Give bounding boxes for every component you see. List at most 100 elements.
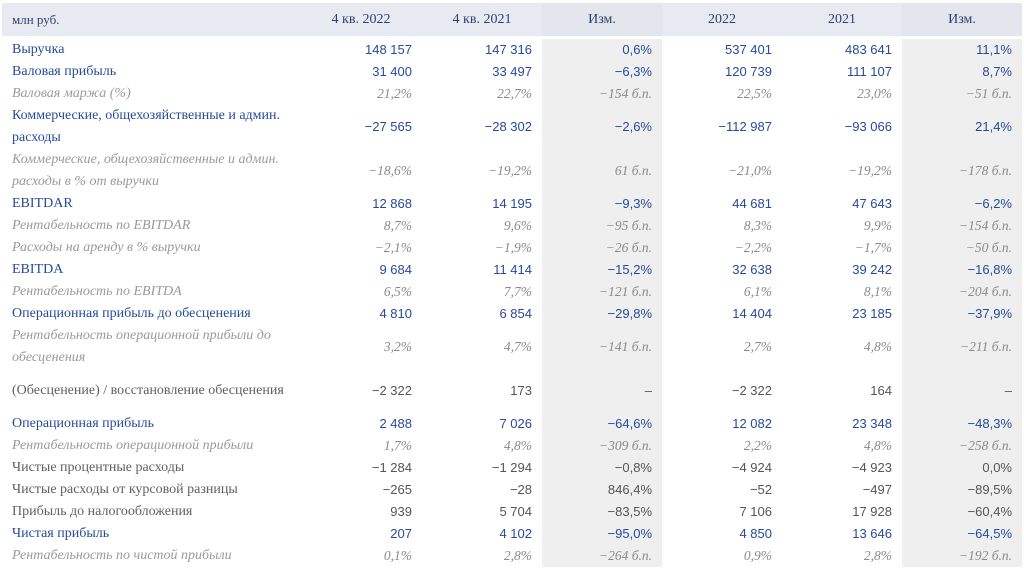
cell-y-change: −48,3% (902, 413, 1022, 435)
row-label: EBITDAR (12, 196, 73, 211)
cell-q4-2021: 6 854 (499, 306, 532, 321)
table-row: Валовая прибыль 31 400 33 497 −6,3% 120 739 1… (2, 61, 1022, 83)
header-y-change: Изм. (902, 3, 1022, 39)
cell-fy-2021: −497 (862, 482, 892, 497)
cell-fy-2022: −2,2% (734, 240, 772, 255)
cell-q-change: −64,6% (542, 413, 662, 435)
cell-fy-2022: 2,7% (743, 339, 772, 354)
row-label: Чистые процентные расходы (12, 460, 185, 475)
cell-q-change: −29,8% (542, 303, 662, 325)
row-label: Рентабельность по чистой прибыли (12, 548, 232, 563)
cell-q4-2021: 147 316 (485, 42, 532, 57)
cell-fy-2022: −52 (749, 482, 772, 497)
table-row: Рентабельность по EBITDA 6,5% 7,7% −121 б.п… (2, 281, 1022, 303)
cell-fy-2021: 23,0% (857, 86, 892, 101)
cell-q-change: −121 б.п. (542, 281, 662, 303)
cell-fy-2022: −21,0% (728, 163, 772, 178)
cell-q-change: −95,0% (542, 523, 662, 545)
cell-q-change: −2,6% (542, 105, 662, 149)
cell-fy-2021: 164 (870, 383, 892, 398)
cell-q4-2021: 22,7% (497, 86, 532, 101)
table-row: Рентабельность по чистой прибыли 0,1% 2,8%… (2, 545, 1022, 567)
cell-q-change: −141 б.п. (542, 325, 662, 369)
cell-fy-2022: 8,3% (743, 218, 772, 233)
table-body: Выручка 148 157 147 316 0,6% 537 401 483 641 1… (2, 37, 1022, 567)
cell-y-change: −211 б.п. (902, 325, 1022, 369)
table-row: Операционная прибыль 2 488 7 026 −64,6% 12 0… (2, 413, 1022, 435)
table-row: Рентабельность по EBITDAR 8,7% 9,6% −95 б.п… (2, 215, 1022, 237)
cell-y-change: 11,1% (902, 37, 1022, 61)
row-label: (Обесценение) / восстановление обесценен… (12, 383, 284, 398)
cell-q-change: −0,8% (542, 457, 662, 479)
table-row: Валовая маржа (%) 21,2% 22,7% −154 б.п. 22,5… (2, 83, 1022, 105)
cell-y-change: −178 б.п. (902, 149, 1022, 193)
cell-fy-2022: −112 987 (718, 119, 772, 134)
cell-q4-2022: −18,6% (368, 163, 412, 178)
cell-q4-2022: 2 488 (379, 416, 412, 431)
row-label: Коммерческие, общехозяйственные и админ.… (12, 152, 279, 189)
cell-fy-2022: 4 850 (739, 526, 772, 541)
cell-q-change: −83,5% (542, 501, 662, 523)
cell-q4-2021: 173 (510, 383, 532, 398)
cell-q4-2022: 4 810 (379, 306, 412, 321)
cell-q4-2021: −1,9% (494, 240, 532, 255)
table-row: Расходы на аренду в % выручки −2,1% −1,9% −… (2, 237, 1022, 259)
cell-q-change: – (542, 369, 662, 413)
table-row: Прибыль до налогообложения 939 5 704 −83,5%… (2, 501, 1022, 523)
cell-q4-2021: 4 102 (499, 526, 532, 541)
cell-q4-2021: −28 (509, 482, 532, 497)
cell-fy-2021: −1,7% (854, 240, 892, 255)
cell-q4-2022: 0,1% (383, 548, 412, 563)
cell-q4-2021: 2,8% (503, 548, 532, 563)
table-row: EBITDAR 12 868 14 195 −9,3% 44 681 47 643 −6,2… (2, 193, 1022, 215)
header-2022: 2022 (662, 3, 782, 39)
table-row: Выручка 148 157 147 316 0,6% 537 401 483 641 1… (2, 37, 1022, 61)
cell-fy-2022: 2,2% (743, 438, 772, 453)
table-row: Рентабельность операционной прибыли 1,7% 4… (2, 435, 1022, 457)
cell-q-change: 0,6% (542, 37, 662, 61)
row-label: Валовая маржа (%) (12, 86, 131, 101)
row-label: Выручка (12, 42, 65, 57)
table-row: Коммерческие, общехозяйственные и админ.… (2, 105, 1022, 149)
row-label: Операционная прибыль (12, 416, 155, 431)
financial-results-table: млн руб. 4 кв. 2022 4 кв. 2021 Изм. 2022… (2, 3, 1022, 567)
cell-q4-2022: 9 684 (379, 262, 412, 277)
row-label: Рентабельность по EBITDAR (12, 218, 191, 233)
cell-y-change: −6,2% (902, 193, 1022, 215)
row-label: Чистые расходы от курсовой разницы (12, 482, 238, 497)
cell-fy-2021: −19,2% (848, 163, 892, 178)
cell-fy-2021: −93 066 (844, 119, 892, 134)
cell-q4-2022: 12 868 (372, 196, 412, 211)
cell-q4-2022: 6,5% (383, 284, 412, 299)
cell-y-change: −51 б.п. (902, 83, 1022, 105)
row-label: Чистая прибыль (12, 526, 110, 541)
cell-q-change: −154 б.п. (542, 83, 662, 105)
cell-fy-2021: 4,8% (863, 339, 892, 354)
header-2021: 2021 (782, 3, 902, 39)
cell-q4-2021: −19,2% (488, 163, 532, 178)
cell-q4-2022: 1,7% (383, 438, 412, 453)
cell-q4-2022: −265 (382, 482, 412, 497)
cell-q-change: 846,4% (542, 479, 662, 501)
row-label: EBITDA (12, 262, 64, 277)
table-row: Операционная прибыль до обесценения 4 810… (2, 303, 1022, 325)
cell-q4-2022: 21,2% (377, 86, 412, 101)
cell-fy-2022: 0,9% (743, 548, 772, 563)
table-row: (Обесценение) / восстановление обесценен… (2, 369, 1022, 413)
cell-q4-2021: 5 704 (499, 504, 532, 519)
cell-y-change: −16,8% (902, 259, 1022, 281)
table-row: Коммерческие, общехозяйственные и админ.… (2, 149, 1022, 193)
cell-fy-2021: 9,9% (863, 218, 892, 233)
cell-fy-2022: 6,1% (743, 284, 772, 299)
cell-fy-2021: 23 185 (852, 306, 892, 321)
cell-y-change: 0,0% (902, 457, 1022, 479)
cell-fy-2022: 537 401 (725, 42, 772, 57)
cell-fy-2021: 17 928 (852, 504, 892, 519)
header-q4-2021: 4 кв. 2021 (422, 3, 542, 39)
cell-y-change: 8,7% (902, 61, 1022, 83)
cell-y-change: −258 б.п. (902, 435, 1022, 457)
cell-q4-2021: 7,7% (503, 284, 532, 299)
cell-fy-2021: 39 242 (852, 262, 892, 277)
cell-q-change: −6,3% (542, 61, 662, 83)
